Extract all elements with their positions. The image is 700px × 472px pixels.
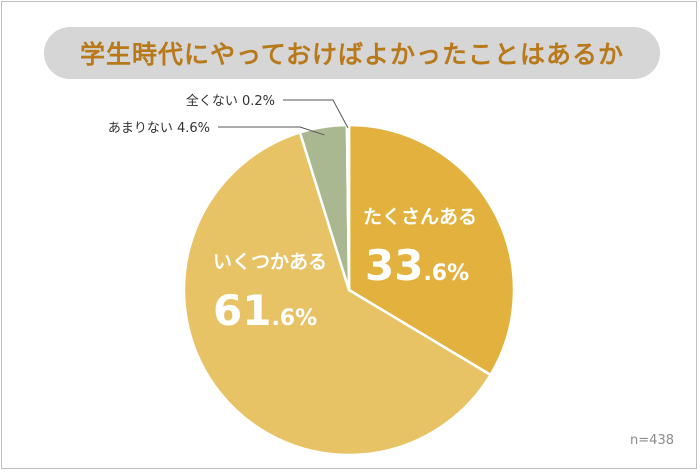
- title-banner: 学生時代にやっておけばよかったことはあるか: [44, 27, 660, 79]
- sample-size-label: n=438: [630, 433, 674, 448]
- slice-label-3: 全くない 0.2%: [186, 93, 275, 109]
- pie-slice-0: [347, 123, 516, 377]
- slice-label-1: いくつかある: [213, 251, 327, 273]
- chart-title: 学生時代にやっておけばよかったことはあるか: [79, 40, 624, 69]
- slice-label-0: たくさんある: [363, 206, 477, 228]
- slice-value-1: 61.6%: [213, 286, 317, 335]
- slice-label-2: あまりない 4.6%: [108, 121, 210, 136]
- pie-slice-1: [182, 131, 492, 457]
- leader-line-2: [218, 126, 325, 136]
- leader-line-3: [283, 99, 349, 129]
- slice-value-0: 33.6%: [365, 241, 469, 290]
